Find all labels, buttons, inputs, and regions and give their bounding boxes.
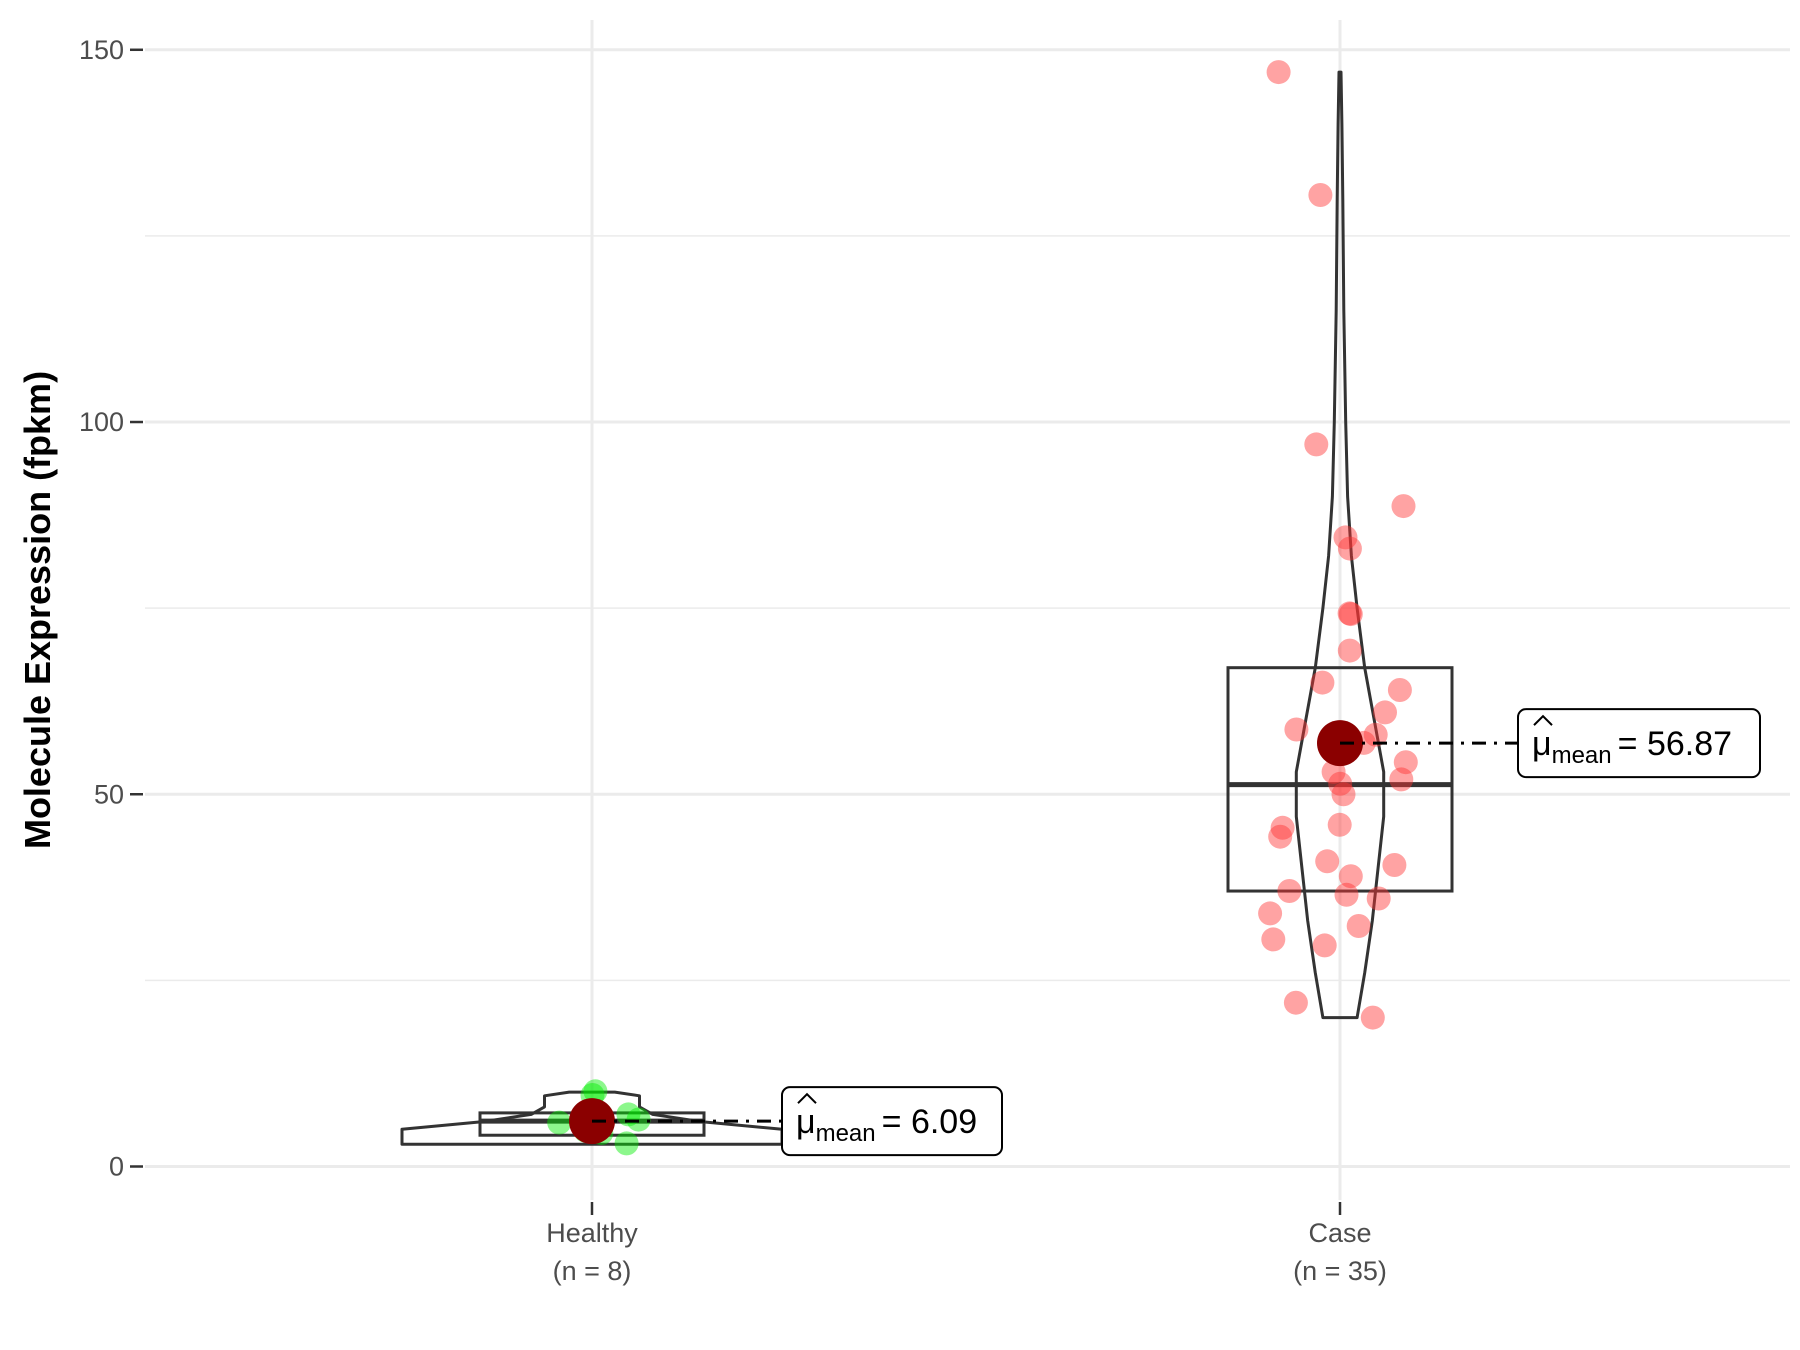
data-point: [626, 1107, 651, 1132]
mean-label-box-case: [1517, 708, 1761, 779]
data-point: [1337, 601, 1362, 626]
x-tick-count-case: (n = 35): [1293, 1256, 1387, 1286]
data-point: [1270, 815, 1295, 840]
data-point: [1346, 914, 1371, 938]
axes: 0 50 100 150 Healthy (n = 8) Case (n = 35): [79, 35, 1387, 1286]
hat-mark: [1533, 714, 1553, 726]
data-point: [1312, 933, 1337, 958]
x-tick-label-healthy: Healthy: [546, 1218, 638, 1248]
data-point: [1363, 722, 1388, 747]
grid-lines: [145, 20, 1790, 1200]
x-tick-label-case: Case: [1308, 1218, 1371, 1248]
y-tick-label: 0: [109, 1151, 124, 1181]
hat-mark: [797, 1092, 817, 1104]
data-point: [583, 1079, 608, 1104]
data-point: [1261, 927, 1286, 952]
data-point: [1338, 602, 1363, 627]
data-point: [616, 1102, 641, 1127]
data-point: [1268, 824, 1293, 849]
data-point: [1387, 678, 1412, 702]
y-tick-label: 100: [79, 407, 124, 437]
data-point: [1393, 750, 1418, 775]
mean-label-case: μmean = 56.87: [1532, 725, 1732, 769]
data-point: [1331, 782, 1356, 807]
data-point: [1304, 432, 1329, 457]
box-case: [1226, 666, 1454, 893]
data-point: [614, 1131, 639, 1156]
data-point: [1338, 864, 1363, 889]
mean-labels: μmean = 6.09 μmean = 56.87: [592, 708, 1761, 1157]
data-point: [1266, 60, 1291, 85]
data-point: [1389, 767, 1414, 792]
data-point: [1258, 901, 1283, 926]
violin-healthy: [400, 1090, 784, 1146]
data-point: [1283, 990, 1308, 1015]
data-point: [1366, 886, 1391, 911]
data-point: [1382, 853, 1407, 877]
mean-label-box-healthy: [781, 1086, 1003, 1157]
data-point: [1308, 183, 1333, 207]
data-point: [1373, 700, 1397, 725]
data-point: [1337, 536, 1362, 561]
data-point: [1334, 882, 1359, 907]
y-axis-title: Molecule Expression (fpkm): [17, 371, 58, 849]
data-point: [1310, 670, 1335, 695]
y-tick-label: 50: [94, 779, 124, 809]
data-points: [547, 60, 1418, 1156]
data-point: [1337, 638, 1362, 663]
data-point: [1284, 717, 1309, 742]
mean-label-healthy: μmean = 6.09: [796, 1103, 977, 1147]
data-point: [1327, 812, 1352, 837]
x-tick-count-healthy: (n = 8): [553, 1256, 632, 1286]
violins: [400, 70, 1386, 1146]
data-point: [1277, 879, 1302, 903]
data-point: [1360, 1005, 1385, 1030]
y-tick-label: 150: [79, 35, 124, 65]
data-point: [1315, 849, 1340, 874]
data-point: [547, 1110, 572, 1135]
data-point: [1391, 494, 1416, 519]
data-point: [1333, 525, 1358, 550]
data-point: [1328, 771, 1353, 796]
violin-case: [1294, 70, 1386, 1020]
